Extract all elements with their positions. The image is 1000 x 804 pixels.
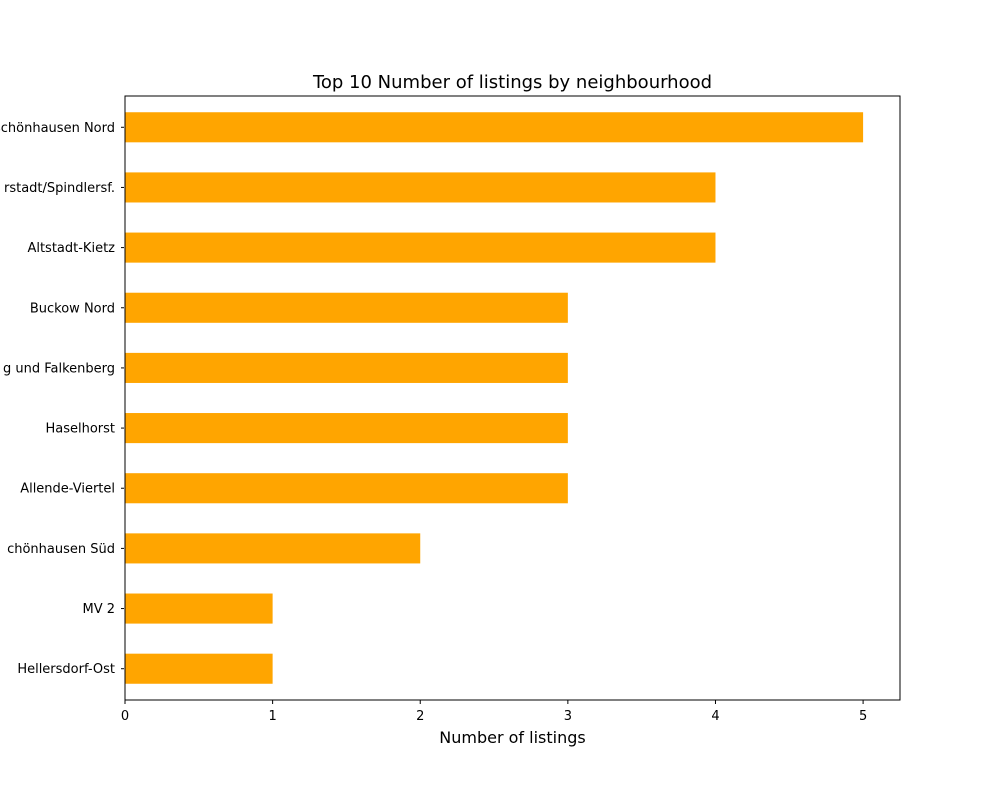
x-tick-label: 3 [564,709,572,724]
y-tick-label: Altstadt-Kietz [27,241,115,256]
y-tick-label: rstadt/Spindlersf. [4,181,115,196]
y-tick-label: Haselhorst [45,422,115,437]
bar-1 [125,112,864,143]
x-axis-ticks: 0 1 2 3 4 5 [121,700,867,724]
bar-4 [125,292,568,323]
chart-title: Top 10 Number of listings by neighbourho… [312,72,712,93]
y-tick-label: Allende-Viertel [20,482,115,497]
bar-2 [125,172,716,203]
x-tick-label: 4 [711,709,719,724]
bar-5 [125,352,568,383]
bar-7 [125,473,568,504]
y-tick-label: MV 2 [82,602,115,617]
bar-9 [125,593,273,624]
bar-10 [125,653,273,684]
bar-6 [125,413,568,444]
y-tick-label: g und Falkenberg [3,361,115,376]
x-tick-label: 0 [121,709,129,724]
x-tick-label: 5 [859,709,867,724]
plot-area-frame [124,95,901,701]
x-tick-label: 1 [268,709,276,724]
y-axis-labels: Alt-Hohenschönhausen Nord rstadt/Spindler… [0,121,124,677]
y-tick-label: chönhausen Süd [7,542,115,557]
y-tick-label: Alt-Hohenschönhausen Nord [0,121,115,136]
x-tick-label: 2 [416,709,424,724]
bars [125,112,864,684]
bar-3 [125,232,716,263]
y-tick-label: Hellersdorf-Ost [17,662,115,677]
bar-8 [125,533,421,564]
y-tick-label: Buckow Nord [30,301,115,316]
x-axis-label: Number of listings [439,728,585,747]
